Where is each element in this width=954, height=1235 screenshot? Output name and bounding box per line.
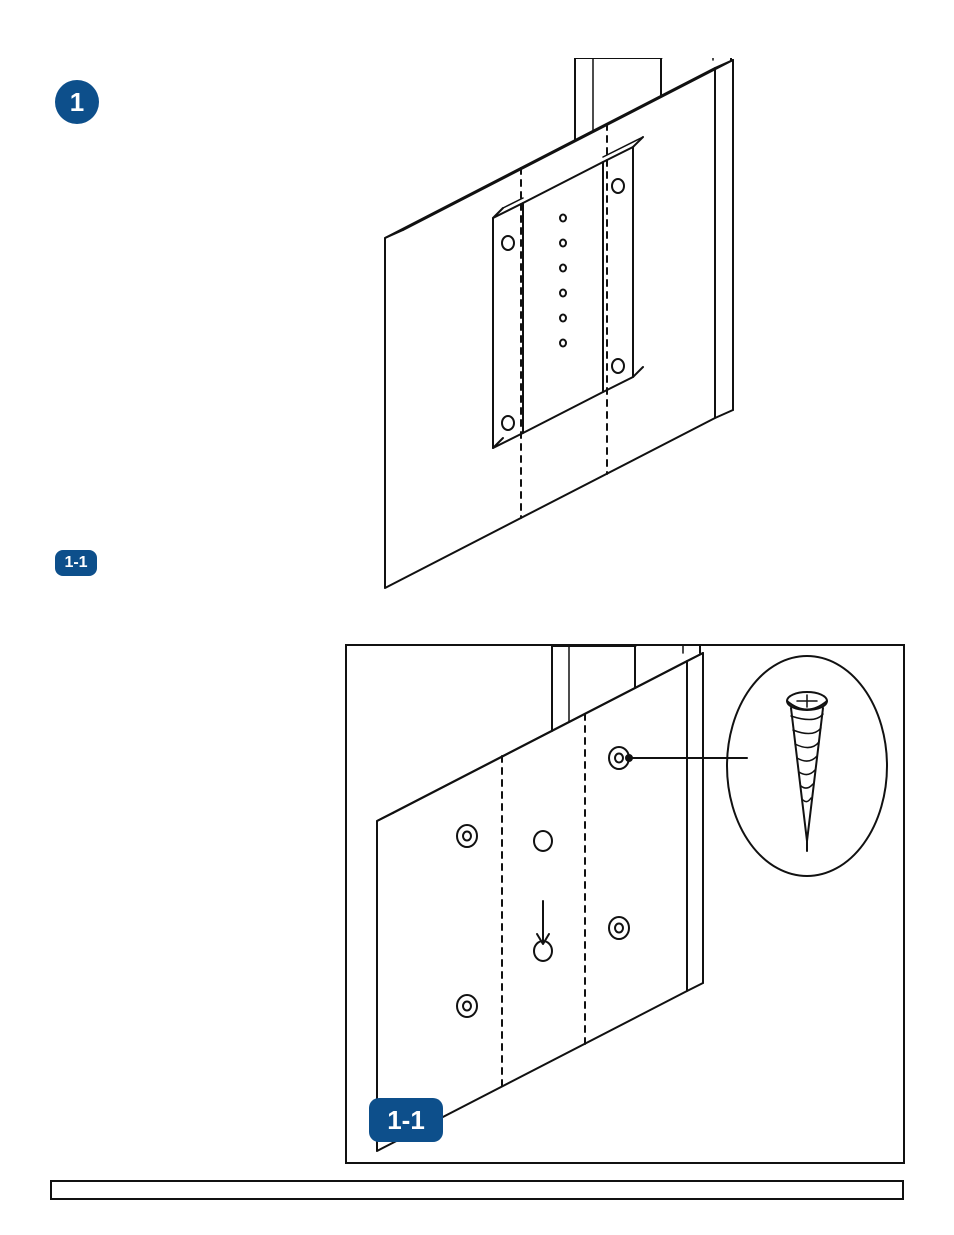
figure-bottom-frame: 1-1 xyxy=(345,644,905,1164)
figure-top xyxy=(345,58,905,598)
substep-badge-large: 1-1 xyxy=(369,1098,443,1142)
page: 1 1-1 xyxy=(0,0,954,1235)
substep-badge-small: 1-1 xyxy=(55,550,97,576)
footer-bar xyxy=(50,1180,904,1200)
step-number-badge: 1 xyxy=(55,80,99,124)
figure-bottom xyxy=(347,646,903,1162)
